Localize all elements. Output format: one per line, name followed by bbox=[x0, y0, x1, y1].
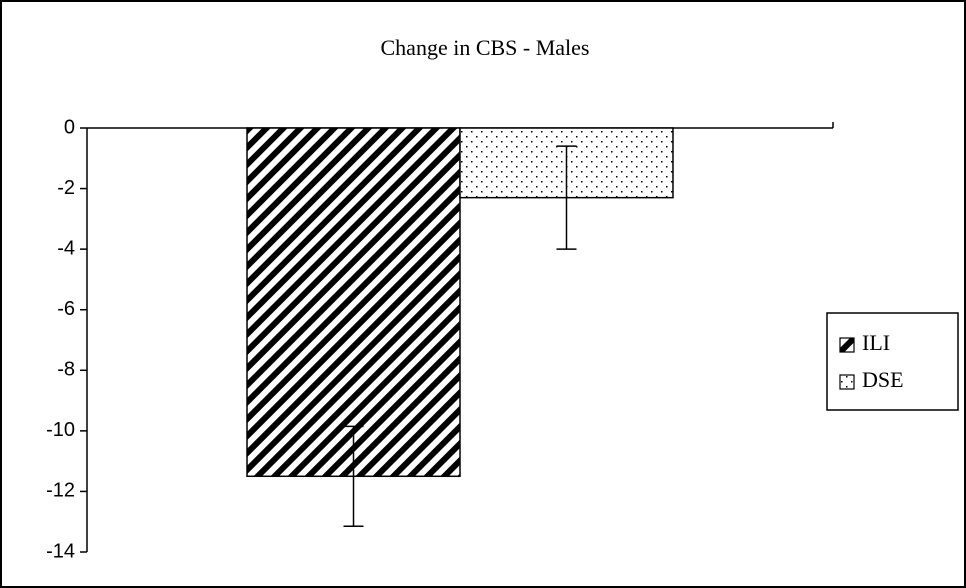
bar bbox=[246, 127, 461, 478]
y-tick-label: -6 bbox=[57, 298, 75, 320]
y-tick-label: -2 bbox=[57, 177, 75, 199]
y-tick-label: -8 bbox=[57, 359, 75, 381]
y-tick-label: -4 bbox=[57, 237, 75, 259]
y-tick-label: 0 bbox=[64, 116, 75, 138]
y-tick-label: -12 bbox=[46, 480, 75, 502]
error-bar bbox=[343, 425, 364, 528]
legend-label: DSE bbox=[862, 367, 904, 392]
error-bar bbox=[556, 145, 577, 250]
legend-swatch bbox=[839, 374, 855, 390]
legend-swatch bbox=[839, 337, 855, 353]
y-tick-label: -10 bbox=[46, 419, 75, 441]
legend-label: ILI bbox=[862, 330, 890, 355]
chart-title: Change in CBS - Males bbox=[381, 35, 590, 60]
y-tick-label: -14 bbox=[46, 540, 75, 562]
legend-box bbox=[826, 312, 959, 411]
